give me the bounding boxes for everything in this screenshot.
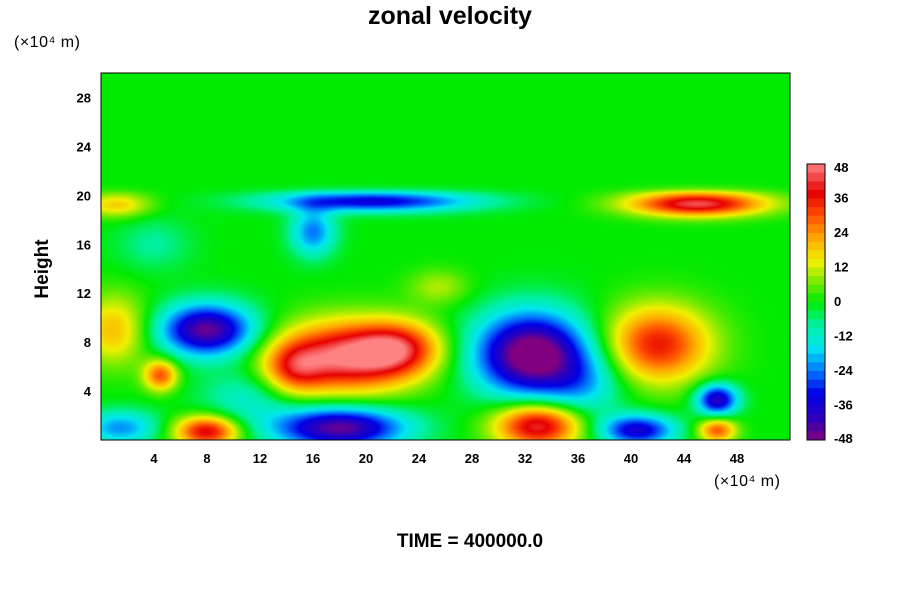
colorbar-segment <box>807 284 825 294</box>
y-tick-label: 8 <box>84 335 91 350</box>
velocity-field <box>101 73 790 440</box>
colorbar-segment <box>807 422 825 432</box>
y-axis-ticks: 4 8 12 16 20 24 28 <box>77 90 92 399</box>
colorbar-segment <box>807 241 825 251</box>
y-tick-label: 24 <box>77 139 92 154</box>
colorbar-segment <box>807 379 825 389</box>
colorbar-segment <box>807 396 825 406</box>
colorbar: -48 -36 -24 -12 0 12 24 36 48 <box>806 160 854 446</box>
y-tick-label: 20 <box>77 188 91 203</box>
colorbar-segment <box>807 405 825 415</box>
colorbar-tick-label: 48 <box>834 160 848 175</box>
colorbar-segment <box>807 233 825 242</box>
colorbar-segment <box>807 310 825 320</box>
colorbar-tick-label: 12 <box>834 260 848 275</box>
x-tick-label: 40 <box>624 451 638 466</box>
colorbar-frame <box>806 163 826 441</box>
colorbar-tick-label: -36 <box>834 398 853 413</box>
colorbar-segment <box>807 207 825 217</box>
colorbar-segment <box>807 181 825 191</box>
x-tick-label: 16 <box>306 451 320 466</box>
x-tick-label: 8 <box>203 451 210 466</box>
colorbar-segment <box>807 258 825 268</box>
colorbar-tick-label: 36 <box>834 191 848 206</box>
x-tick-label: 24 <box>412 451 427 466</box>
colorbar-segment <box>807 276 825 286</box>
x-tick-label: 32 <box>518 451 532 466</box>
colorbar-segment <box>807 198 825 208</box>
x-tick-label: 48 <box>730 451 744 466</box>
colorbar-segment <box>807 388 825 398</box>
colorbar-segment <box>807 302 825 311</box>
x-axis-unit: (×10⁴ m) <box>714 473 781 490</box>
x-tick-label: 12 <box>253 451 267 466</box>
colorbar-segment <box>807 414 825 424</box>
colorbar-segment <box>807 327 825 337</box>
colorbar-segment <box>807 353 825 363</box>
contour-field-frame <box>101 73 790 440</box>
chart-title: zonal velocity <box>368 2 532 30</box>
y-tick-label: 28 <box>77 90 91 105</box>
colorbar-segment <box>807 267 825 277</box>
colorbar-segment <box>807 336 825 346</box>
y-tick-label: 16 <box>77 237 91 252</box>
time-label: TIME = 400000.0 <box>396 531 544 552</box>
colorbar-segment <box>807 250 825 260</box>
y-tick-label: 4 <box>84 384 92 399</box>
colorbar-segment <box>807 172 825 182</box>
colorbar-segment <box>807 293 825 303</box>
y-axis-unit: (×10⁴ m) <box>14 34 81 51</box>
colorbar-segment <box>807 345 825 355</box>
colorbar-segment <box>807 362 825 372</box>
x-tick-label: 36 <box>571 451 585 466</box>
colorbar-tick-label: -48 <box>834 431 853 446</box>
colorbar-segment <box>807 215 825 225</box>
x-tick-label: 28 <box>465 451 479 466</box>
colorbar-segment <box>807 431 825 441</box>
colorbar-segment <box>807 224 825 234</box>
colorbar-segment <box>807 371 825 380</box>
colorbar-segment <box>807 319 825 329</box>
colorbar-tick-label: -24 <box>834 363 854 378</box>
colorbar-tick-label: 0 <box>834 294 841 309</box>
colorbar-segment <box>807 189 825 199</box>
colorbar-tick-label: -12 <box>834 329 853 344</box>
x-tick-label: 44 <box>677 451 692 466</box>
colorbar-tick-label: 24 <box>834 225 849 240</box>
y-tick-label: 12 <box>77 286 91 301</box>
colorbar-segment <box>807 164 825 173</box>
x-tick-label: 4 <box>150 451 158 466</box>
x-tick-label: 20 <box>359 451 373 466</box>
plot-frame <box>100 72 791 441</box>
x-axis-ticks: 4 8 12 16 20 24 28 32 36 40 44 48 <box>150 451 744 466</box>
